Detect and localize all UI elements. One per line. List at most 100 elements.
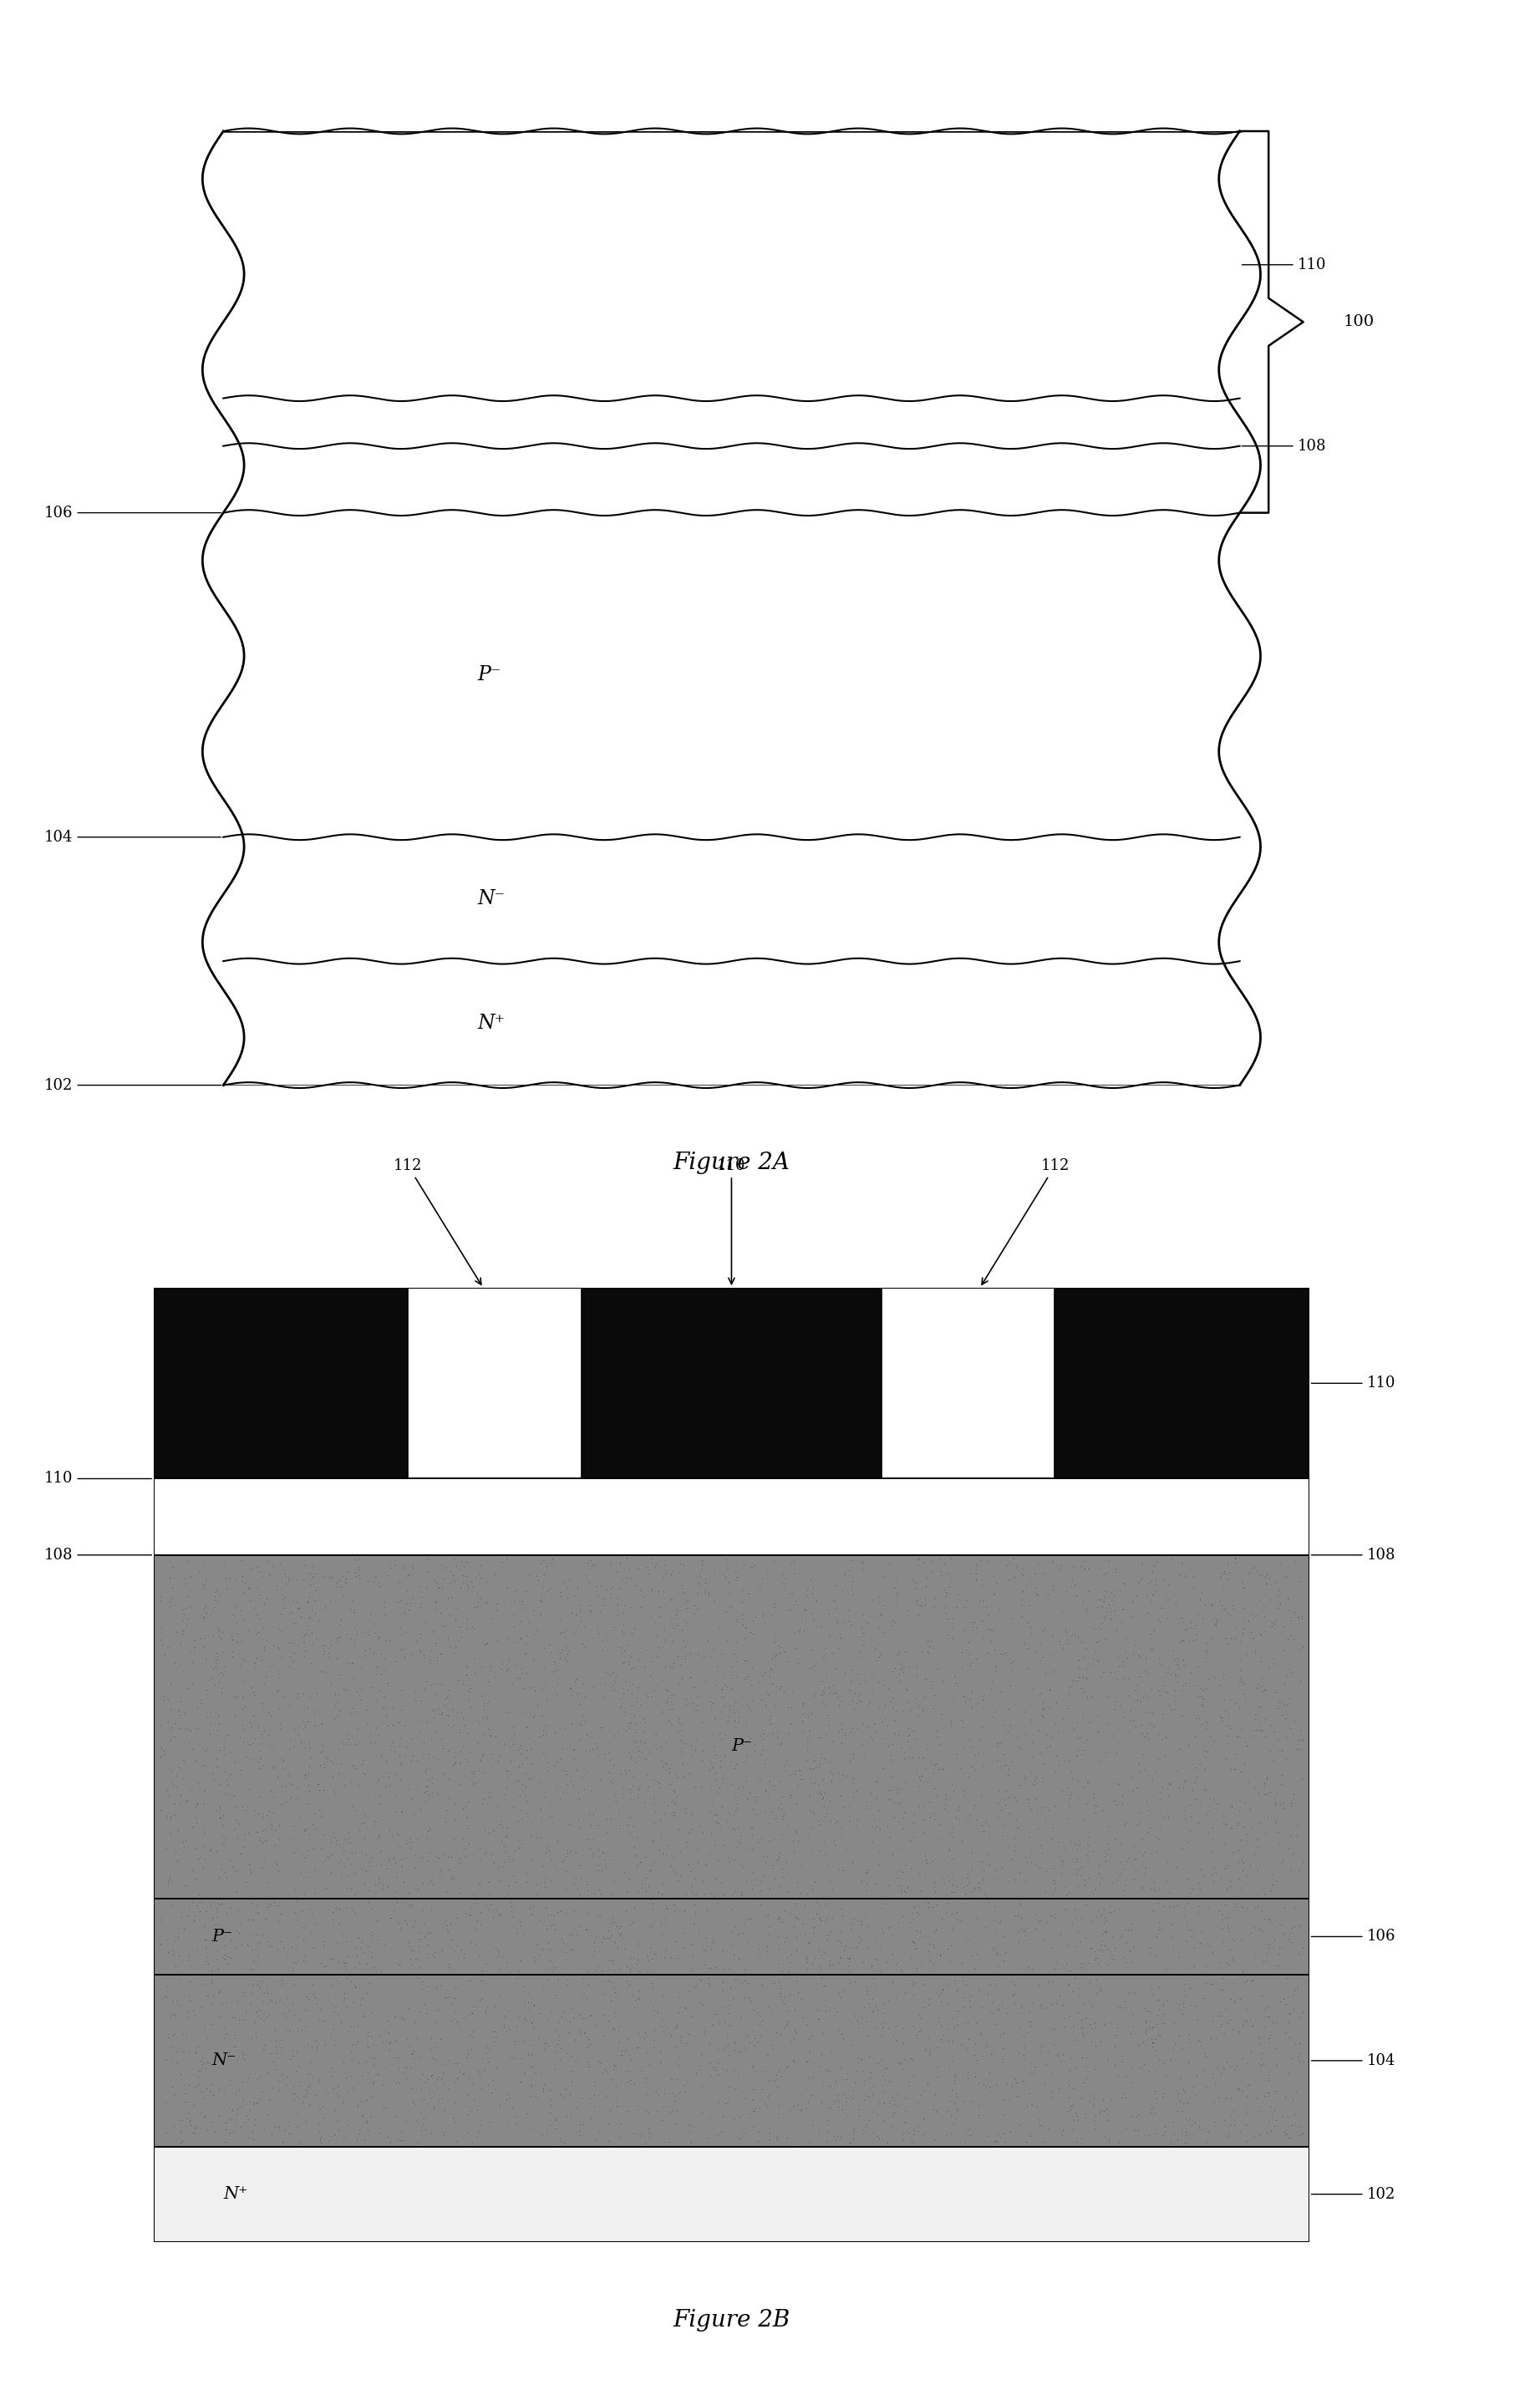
Point bbox=[850, 1596, 875, 1634]
Point bbox=[1209, 1557, 1234, 1596]
Point bbox=[808, 1662, 833, 1701]
Point bbox=[1207, 1970, 1232, 2008]
Point bbox=[998, 1794, 1023, 1832]
Point bbox=[699, 1875, 724, 1913]
Point bbox=[1255, 1774, 1280, 1813]
Point bbox=[849, 2039, 873, 2077]
Point bbox=[792, 1684, 816, 1722]
Point bbox=[373, 1650, 397, 1689]
Point bbox=[664, 2077, 688, 2115]
Point bbox=[1083, 2104, 1107, 2142]
Point bbox=[933, 1784, 958, 1822]
Point bbox=[747, 1717, 772, 1755]
Point bbox=[168, 1960, 192, 1999]
Point bbox=[397, 1884, 422, 1922]
Point bbox=[1093, 1596, 1118, 1634]
Point bbox=[222, 1696, 246, 1734]
Point bbox=[1006, 1717, 1030, 1755]
Point bbox=[1112, 1634, 1137, 1672]
Point bbox=[892, 1872, 916, 1910]
Point bbox=[451, 1562, 476, 1600]
Point bbox=[1033, 1853, 1058, 1891]
Point bbox=[1210, 1958, 1235, 1996]
Point bbox=[1153, 1598, 1178, 1636]
Point bbox=[1175, 2123, 1200, 2161]
Point bbox=[1140, 2022, 1164, 2061]
Point bbox=[374, 2089, 399, 2127]
Point bbox=[183, 2034, 208, 2073]
Point bbox=[765, 1841, 790, 1879]
Point bbox=[1192, 1736, 1217, 1774]
Point bbox=[414, 1968, 439, 2006]
Point bbox=[202, 1617, 226, 1655]
Point bbox=[1272, 1686, 1297, 1724]
Point bbox=[859, 1991, 884, 2030]
Point bbox=[376, 1708, 400, 1746]
Point bbox=[984, 1724, 1009, 1763]
Point bbox=[162, 1643, 186, 1681]
Point bbox=[311, 1557, 336, 1596]
Point bbox=[251, 1689, 276, 1727]
Point bbox=[1264, 1813, 1289, 1851]
Point bbox=[1056, 1786, 1081, 1825]
Point bbox=[297, 1729, 322, 1767]
Point bbox=[912, 2099, 936, 2137]
Point bbox=[1044, 1684, 1069, 1722]
Point bbox=[1214, 1805, 1238, 1844]
Point bbox=[1278, 1851, 1303, 1889]
Point bbox=[833, 1927, 858, 1965]
Point bbox=[936, 2022, 961, 2061]
Point bbox=[462, 1751, 487, 1789]
Point bbox=[653, 1610, 678, 1648]
Point bbox=[1144, 1918, 1169, 1956]
Point bbox=[537, 2106, 562, 2144]
Point bbox=[249, 1794, 274, 1832]
Point bbox=[387, 1817, 411, 1856]
Point bbox=[648, 1820, 673, 1858]
Point bbox=[331, 1820, 356, 1858]
Point bbox=[320, 1894, 345, 1932]
Point bbox=[377, 1898, 402, 1937]
Point bbox=[829, 1913, 853, 1951]
Point bbox=[510, 1801, 534, 1839]
Point bbox=[887, 1784, 912, 1822]
Point bbox=[701, 1925, 725, 1963]
Point bbox=[1260, 1607, 1284, 1646]
Point bbox=[850, 1543, 875, 1581]
Point bbox=[590, 1708, 614, 1746]
Point bbox=[878, 2063, 902, 2101]
Point bbox=[981, 1557, 1006, 1596]
Point bbox=[678, 1853, 702, 1891]
Point bbox=[192, 1927, 217, 1965]
Point bbox=[584, 2006, 608, 2044]
Point bbox=[294, 1581, 319, 1619]
Point bbox=[1149, 1646, 1173, 1684]
Point bbox=[559, 1763, 584, 1801]
Point bbox=[334, 1944, 359, 1982]
Point bbox=[1133, 1715, 1158, 1753]
Point bbox=[927, 1541, 952, 1579]
Point bbox=[1055, 1927, 1080, 1965]
Point bbox=[1050, 1844, 1075, 1882]
Point bbox=[805, 1932, 830, 1970]
Point bbox=[1110, 1643, 1135, 1681]
Point bbox=[582, 2087, 607, 2125]
Point bbox=[870, 1994, 895, 2032]
Point bbox=[457, 1681, 482, 1720]
Point bbox=[356, 1562, 380, 1600]
Point bbox=[1235, 2089, 1260, 2127]
Point bbox=[958, 1555, 983, 1593]
Point bbox=[662, 1853, 687, 1891]
Point bbox=[711, 1755, 736, 1794]
Point bbox=[430, 1569, 454, 1607]
Point bbox=[362, 1872, 387, 1910]
Point bbox=[231, 1791, 256, 1829]
Point bbox=[554, 1965, 579, 2003]
Point bbox=[758, 1650, 782, 1689]
Point bbox=[310, 1944, 334, 1982]
Point bbox=[410, 2111, 434, 2149]
Point bbox=[239, 1667, 263, 1705]
Point bbox=[482, 1555, 507, 1593]
Point bbox=[442, 2082, 467, 2120]
Point bbox=[537, 1569, 562, 1607]
